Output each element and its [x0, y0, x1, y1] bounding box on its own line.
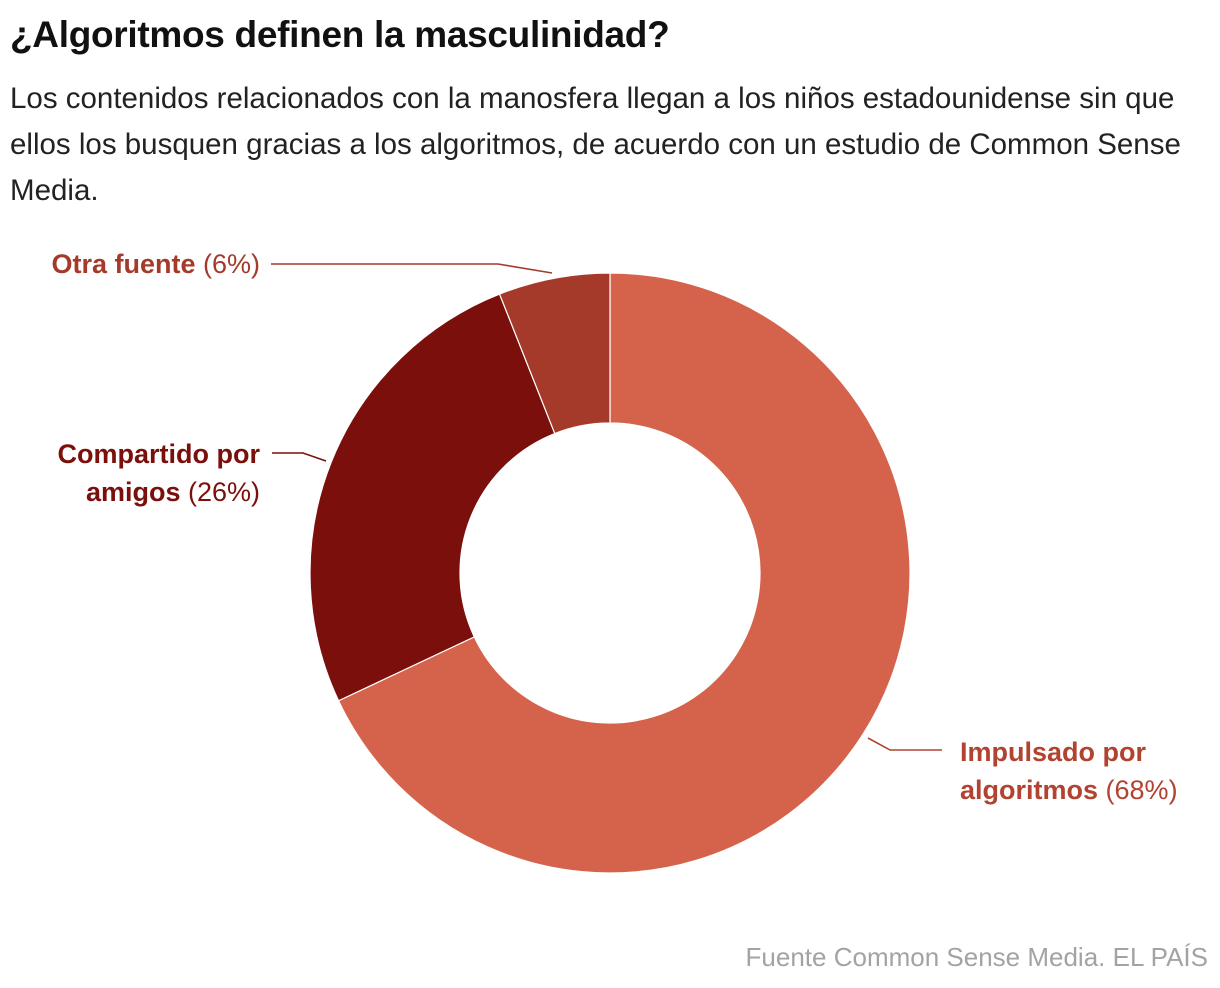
slice-label-text: algoritmos [960, 775, 1098, 805]
slice-value-label: (26%) [180, 477, 260, 507]
slice-value-label: (6%) [195, 249, 260, 279]
label-leader-lines [271, 263, 942, 751]
slice-value-label: (68%) [1098, 775, 1178, 805]
source-note: Fuente Common Sense Media. EL PAÍS [745, 942, 1208, 972]
chart-title: ¿Algoritmos definen la masculinidad? [10, 14, 670, 55]
slice-labels: Impulsado por algoritmos (68%) Compartido … [51, 249, 1177, 805]
slice-label-text: Otra fuente [51, 249, 195, 279]
leader-line-1 [272, 452, 327, 462]
leader-line-2 [271, 263, 553, 274]
slice-label-2: Otra fuente (6%) [51, 249, 260, 279]
leader-line-0 [867, 737, 942, 751]
donut-slice-0 [337, 272, 911, 874]
chart-subtitle: Los contenidos relacionados con la manos… [10, 82, 1181, 207]
slice-label-0: Impulsado por algoritmos (68%) [960, 737, 1178, 805]
donut-slice-1 [309, 293, 556, 702]
slice-label-text: Compartido por [58, 439, 261, 469]
slice-label-text: amigos [86, 477, 181, 507]
donut-slices [309, 272, 911, 874]
donut-slice-2 [498, 272, 611, 435]
slice-label-1: Compartido por amigos (26%) [58, 439, 261, 507]
slice-label-text: Impulsado por [960, 737, 1147, 767]
